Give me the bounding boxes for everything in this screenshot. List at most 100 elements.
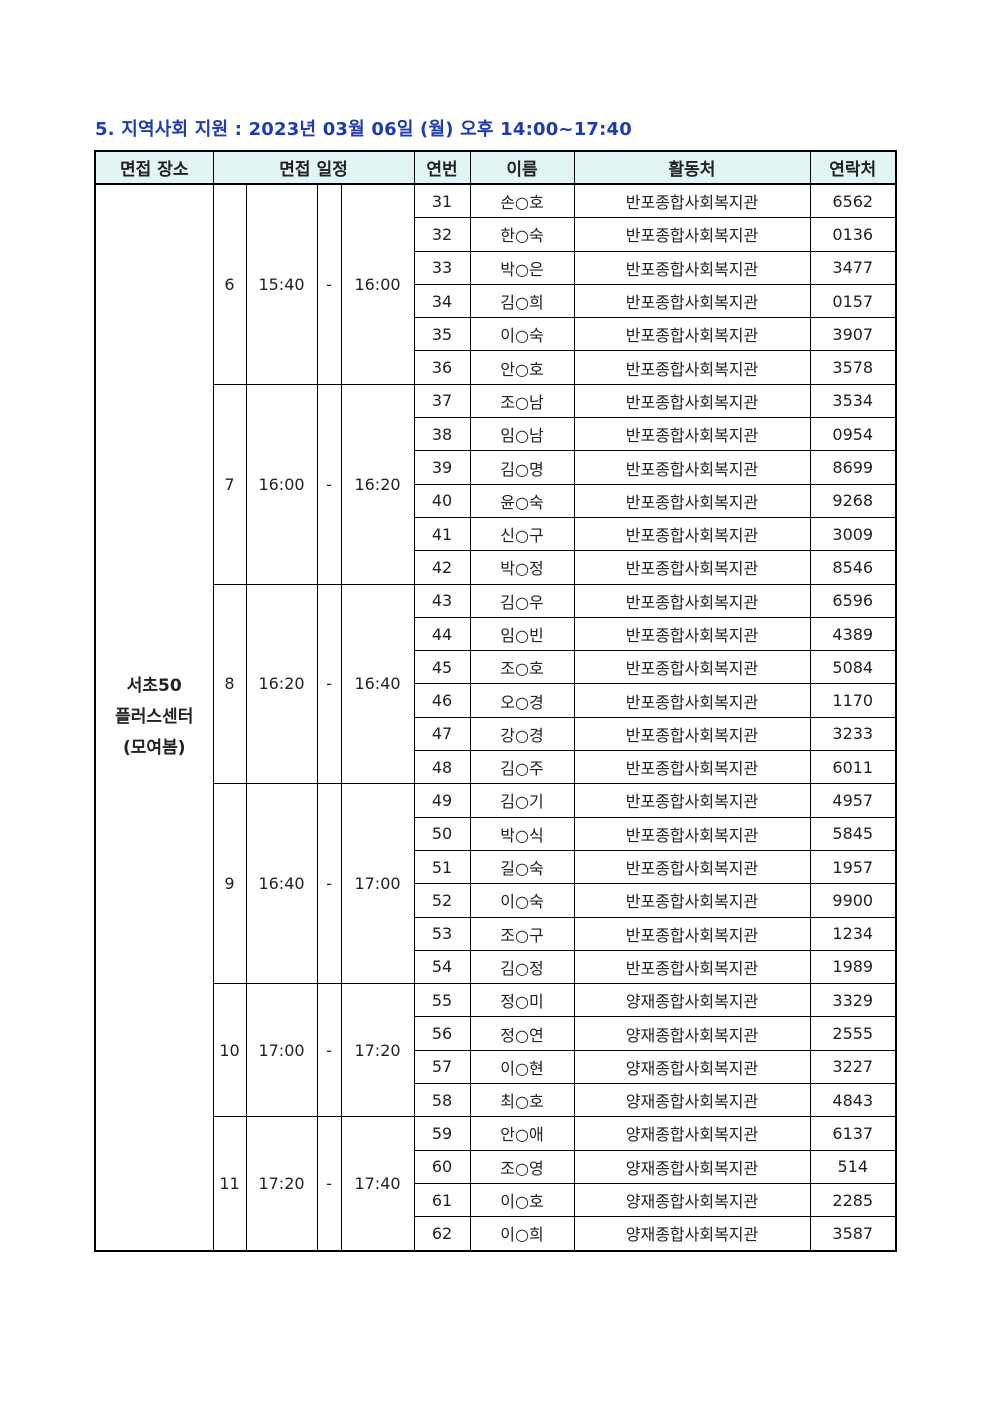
table-row: 54 김○정 반포종합사회복지관 1989 [95, 949, 897, 985]
header-org: 활동처 [573, 150, 811, 185]
row-number: 47 [413, 716, 471, 752]
contact: 2285 [809, 1182, 897, 1218]
contact: 6011 [809, 750, 897, 785]
row-number: 51 [413, 849, 471, 885]
row-number: 45 [413, 650, 471, 685]
contact: 5845 [809, 816, 897, 851]
interview-place: 서초50 플러스센터 (모여봄) [94, 183, 214, 1251]
slot-number: 6 [212, 183, 247, 385]
row-number: 54 [413, 949, 471, 985]
table-row: 9 16:40-17:00 49 김○기 반포종합사회복지관 4957 [95, 783, 897, 985]
row-number: 33 [413, 250, 471, 285]
row-number: 50 [413, 816, 471, 851]
applicant-name: 김○명 [469, 450, 575, 485]
organization: 반포종합사회복지관 [573, 583, 811, 618]
applicant-name: 조○영 [469, 1149, 575, 1184]
time-dash: - [316, 583, 342, 785]
applicant-name: 조○구 [469, 916, 575, 951]
start-time: 16:40 [245, 783, 318, 985]
applicant-name: 안○애 [469, 1116, 575, 1151]
table-row: 60 조○영 양재종합사회복지관 514 [95, 1149, 897, 1184]
time-dash: - [316, 1116, 342, 1251]
organization: 양재종합사회복지관 [573, 1216, 811, 1251]
organization: 양재종합사회복지관 [573, 1149, 811, 1184]
slot-number: 7 [212, 383, 247, 585]
row-number: 41 [413, 516, 471, 552]
contact: 0954 [809, 417, 897, 452]
contact: 4843 [809, 1083, 897, 1118]
header-name: 이름 [469, 150, 575, 185]
organization: 양재종합사회복지관 [573, 1116, 811, 1151]
contact: 1170 [809, 683, 897, 718]
organization: 반포종합사회복지관 [573, 250, 811, 285]
organization: 반포종합사회복지관 [573, 783, 811, 818]
contact: 1234 [809, 916, 897, 951]
applicant-name: 박○은 [469, 250, 575, 285]
header-place: 면접 장소 [94, 150, 214, 185]
start-time: 16:00 [245, 383, 318, 585]
end-time: 17:20 [340, 983, 415, 1118]
table-row: 46 오○경 반포종합사회복지관 1170 [95, 683, 897, 718]
table-row: 7 16:00-16:20 37 조○남 반포종합사회복지관 3534 [95, 383, 897, 585]
organization: 반포종합사회복지관 [573, 650, 811, 685]
table-row: 62 이○희 양재종합사회복지관 3587 [95, 1216, 897, 1251]
table-row: 61 이○호 양재종합사회복지관 2285 [95, 1182, 897, 1218]
table-row: 44 임○빈 반포종합사회복지관 4389 [95, 616, 897, 652]
end-time: 17:40 [340, 1116, 415, 1251]
time-dash: - [316, 383, 342, 585]
row-number: 35 [413, 317, 471, 352]
end-time: 16:40 [340, 583, 415, 785]
contact: 1989 [809, 949, 897, 985]
contact: 1957 [809, 849, 897, 885]
header-contact: 연락처 [809, 150, 897, 185]
start-time: 17:20 [245, 1116, 318, 1251]
applicant-name: 이○숙 [469, 317, 575, 352]
end-time: 16:20 [340, 383, 415, 585]
row-number: 56 [413, 1016, 471, 1051]
contact: 3907 [809, 317, 897, 352]
table-row: 57 이○현 양재종합사회복지관 3227 [95, 1049, 897, 1085]
start-time: 17:00 [245, 983, 318, 1118]
table-row: 45 조○호 반포종합사회복지관 5084 [95, 650, 897, 685]
end-time: 17:00 [340, 783, 415, 985]
row-number: 58 [413, 1083, 471, 1118]
contact: 3233 [809, 716, 897, 752]
contact: 4389 [809, 616, 897, 652]
organization: 반포종합사회복지관 [573, 283, 811, 319]
slot-number: 10 [212, 983, 247, 1118]
table-row: 48 김○주 반포종합사회복지관 6011 [95, 750, 897, 785]
contact: 8699 [809, 450, 897, 485]
contact: 3534 [809, 383, 897, 419]
applicant-name: 임○남 [469, 417, 575, 452]
contact: 0157 [809, 283, 897, 319]
table-row: 39 김○명 반포종합사회복지관 8699 [95, 450, 897, 485]
slot-number: 9 [212, 783, 247, 985]
row-number: 62 [413, 1216, 471, 1251]
table-row: 8 16:20-16:40 43 김○우 반포종합사회복지관 6596 [95, 583, 897, 785]
contact: 5084 [809, 650, 897, 685]
table-row: 11 17:20-17:40 59 안○애 양재종합사회복지관 6137 [95, 1116, 897, 1251]
row-number: 37 [413, 383, 471, 419]
organization: 반포종합사회복지관 [573, 483, 811, 518]
applicant-name: 신○구 [469, 516, 575, 552]
organization: 반포종합사회복지관 [573, 883, 811, 918]
end-time: 16:00 [340, 183, 415, 385]
organization: 양재종합사회복지관 [573, 1049, 811, 1085]
table-row: 36 안○호 반포종합사회복지관 3578 [95, 350, 897, 385]
applicant-name: 박○식 [469, 816, 575, 851]
table-row: 35 이○숙 반포종합사회복지관 3907 [95, 317, 897, 352]
table-row: 34 김○희 반포종합사회복지관 0157 [95, 283, 897, 319]
contact: 4957 [809, 783, 897, 818]
row-number: 40 [413, 483, 471, 518]
applicant-name: 김○희 [469, 283, 575, 319]
organization: 반포종합사회복지관 [573, 550, 811, 585]
applicant-name: 손○호 [469, 183, 575, 219]
row-number: 48 [413, 750, 471, 785]
table-row: 33 박○은 반포종합사회복지관 3477 [95, 250, 897, 285]
place-line: 서초50 [126, 675, 182, 696]
table-row: 38 임○남 반포종합사회복지관 0954 [95, 417, 897, 452]
row-number: 43 [413, 583, 471, 618]
row-number: 60 [413, 1149, 471, 1184]
contact: 3578 [809, 350, 897, 385]
organization: 반포종합사회복지관 [573, 217, 811, 252]
